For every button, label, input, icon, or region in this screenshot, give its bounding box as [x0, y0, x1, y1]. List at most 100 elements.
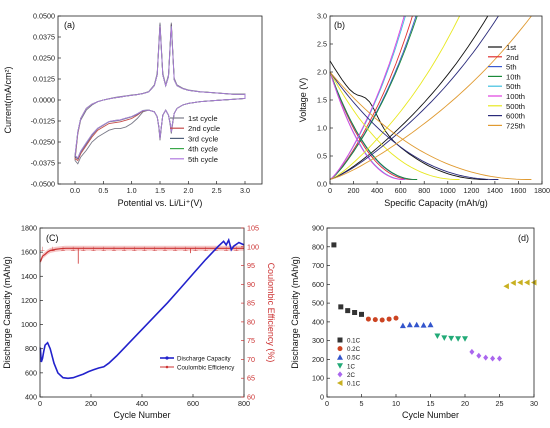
- rate-point-0.5C: [413, 321, 420, 328]
- panel-b-legend-label: 725th: [506, 121, 525, 130]
- panel-b-xtick-label: 1200: [463, 186, 479, 195]
- panel-b-xtick-label: 400: [371, 186, 383, 195]
- panel-c-y2tick-label: 90: [247, 280, 255, 289]
- ce-marker: ⊥: [101, 246, 106, 253]
- rate-point-0.2C: [372, 317, 378, 323]
- panel-c-legend-marker: [165, 365, 169, 369]
- panel-a-xtick-label: 1.0: [127, 186, 137, 195]
- panel-d-legend-label: 0.2C: [347, 346, 361, 353]
- gcd-charge-500th: [329, 15, 461, 180]
- cv-series-5: [74, 26, 246, 159]
- panel-b-ylabel: Voltage (V): [298, 78, 308, 123]
- ce-marker: ⊥: [50, 246, 55, 253]
- ce-marker: ⊥: [183, 246, 188, 253]
- panel-a-legend-label: 1st cycle: [188, 114, 218, 123]
- panel-b-legend-label: 600th: [506, 112, 525, 121]
- panel-a-ylabel: Current(mA/cm²): [3, 66, 13, 133]
- ce-marker: ⊥: [142, 246, 147, 253]
- panel-d-xtick-label: 0: [325, 399, 329, 408]
- panel-a-xtick-label: 0.0: [70, 186, 80, 195]
- panel-d-legend-marker: [337, 346, 343, 352]
- panel-d: 0 5 10 15 20 25 300100200300400500600700800900…: [290, 224, 538, 421]
- panel-c-y2tick-label: 75: [247, 336, 255, 345]
- panel-a-ytick-label: -0.0250: [31, 138, 55, 147]
- rate-point-1C: [448, 335, 455, 342]
- panel-a-xtick-label: 2.0: [183, 186, 193, 195]
- panel-a-xtick-label: 0.5: [98, 186, 108, 195]
- panel-c-ytick-label: 400: [25, 393, 37, 402]
- panel-c-xtick-label: 600: [187, 399, 199, 408]
- panel-d-frame: [326, 227, 535, 398]
- ce-marker: ⊥: [81, 246, 86, 253]
- rate-point-1C: [462, 336, 468, 342]
- panel-a-ytick-label: 0.0500: [33, 12, 55, 21]
- gcd-charge-600th: [329, 15, 499, 180]
- panel-a-ytick-label: -0.0125: [31, 117, 55, 126]
- panel-a-xtick-label: 3.0: [240, 186, 250, 195]
- gcd-charge-100th: [329, 15, 405, 180]
- rate-point-1C: [455, 336, 462, 342]
- panel-d-ytick-label: 400: [312, 317, 324, 326]
- panel-b-ytick-label: 2.5: [317, 40, 327, 49]
- panel-d-xtick-label: 5: [360, 399, 364, 408]
- panel-a-legend-label: 3rd cycle: [188, 134, 218, 143]
- rate-point-2C: [490, 355, 496, 362]
- panel-b-ytick-label: 1.0: [317, 124, 327, 133]
- gcd-discharge-2nd: [329, 71, 413, 180]
- panel-b-ytick-label: 2.0: [317, 68, 327, 77]
- panel-c-xtick-label: 0: [38, 399, 42, 408]
- rate-point-0.2C: [393, 315, 399, 321]
- rate-point-0.1C: [503, 283, 509, 290]
- rate-point-2C: [483, 354, 489, 361]
- ce-line: [39, 247, 244, 263]
- rate-point-0.1C: [352, 310, 358, 315]
- panel-a-ytick-label: 0.0000: [33, 96, 55, 105]
- gcd-discharge-600th: [329, 71, 499, 180]
- gcd-discharge-10th: [329, 71, 418, 180]
- panel-a-legend-label: 2nd cycle: [188, 124, 220, 133]
- panel-c-y2tick-label: 95: [247, 261, 255, 270]
- panel-c-frame: [39, 227, 245, 398]
- panel-d-xtick-label: 25: [496, 399, 504, 408]
- gcd-charge-1st: [329, 15, 489, 180]
- panel-a-legend-label: 4th cycle: [188, 145, 218, 154]
- panel-d-label: (d): [518, 233, 529, 243]
- panel-c-y2tick-label: 105: [247, 224, 259, 233]
- panel-a: 0.0 0.5 1.0 1.5 2.0 2.5 3.0 0.0500 0.0375 0.0250 0…: [3, 12, 263, 208]
- ce-marker: ⊥: [234, 246, 239, 253]
- panel-b-xlabel: Specific Capacity (mAh/g): [384, 198, 488, 208]
- panel-c-y2tick-label: 85: [247, 299, 255, 308]
- panel-a-ytick-label: -0.0375: [31, 159, 55, 168]
- panel-d-legend-label: 0.1C: [347, 381, 361, 388]
- panel-c-y2label: Coulombic Efficiency (%): [266, 263, 276, 363]
- panel-a-xtick-label: 2.5: [212, 186, 222, 195]
- ce-band: [40, 245, 244, 265]
- rate-point-1C: [434, 333, 441, 339]
- panel-d-ytick-label: 300: [312, 336, 324, 345]
- ce-marker: ⊥: [132, 246, 137, 253]
- panel-c-ytick-label: 1200: [21, 296, 37, 305]
- gcd-discharge-725th: [329, 71, 532, 180]
- rate-point-0.5C: [420, 322, 427, 328]
- panel-c-ylabel: Discharge Capacity (mAh/g): [2, 256, 12, 369]
- panel-c-xtick-label: 200: [85, 399, 97, 408]
- rate-point-0.1C: [338, 304, 344, 310]
- panel-d-legend-marker: [337, 337, 343, 343]
- rate-point-0.5C: [406, 321, 413, 328]
- panel-b-xtick-label: 1000: [440, 186, 456, 195]
- panel-b-xtick-label: 0: [328, 186, 332, 195]
- panel-d-ytick-label: 100: [312, 374, 324, 383]
- rate-point-0.1C: [524, 279, 530, 286]
- panel-a-xlabel: Potential vs. Li/Li⁺(V): [118, 198, 203, 208]
- panel-d-xlabel: Cycle Number: [402, 410, 459, 420]
- panel-d-xtick-label: 15: [427, 399, 435, 408]
- gcd-discharge-100th: [329, 71, 405, 180]
- ce-marker: ⊥: [203, 246, 208, 253]
- ce-marker: ⊥: [152, 246, 157, 253]
- panel-b-legend-label: 1st: [506, 43, 517, 52]
- panel-d-legend-label: 0.1C: [347, 338, 361, 345]
- rate-point-0.5C: [427, 321, 434, 328]
- panel-b-xtick-label: 1400: [487, 186, 503, 195]
- ce-marker: ⊥: [111, 246, 116, 253]
